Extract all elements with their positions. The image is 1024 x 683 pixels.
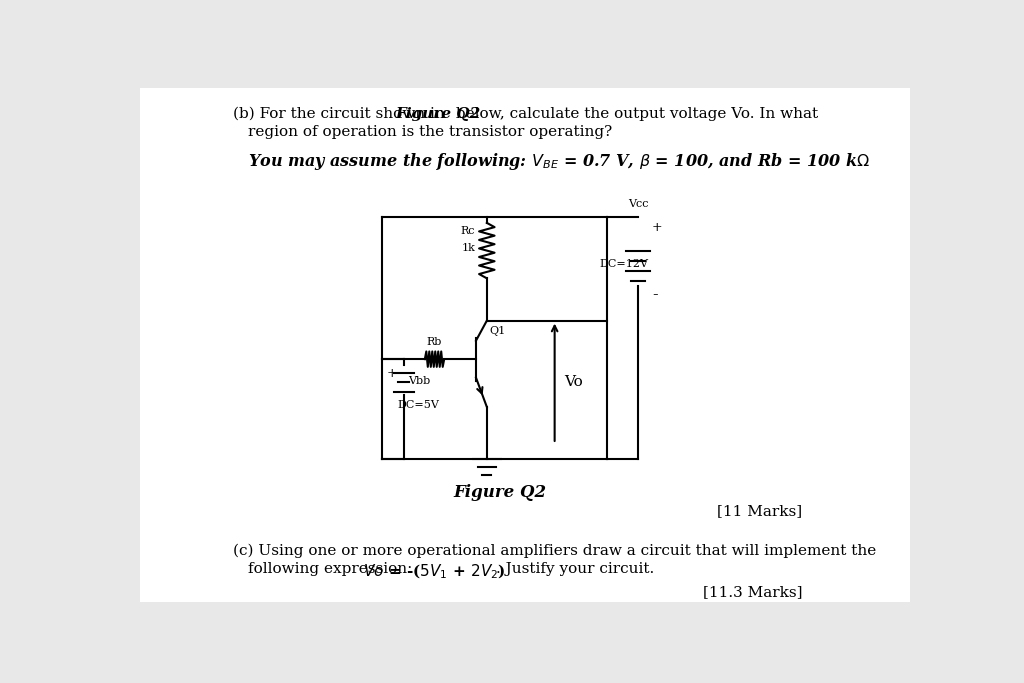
Text: Rb: Rb — [427, 337, 442, 347]
Text: (c) Using one or more operational amplifiers draw a circuit that will implement : (c) Using one or more operational amplif… — [232, 544, 876, 558]
Text: You may assume the following: $\mathit{V}_{BE}$ = 0.7 V, $\beta$ = 100, and Rb =: You may assume the following: $\mathit{V… — [248, 151, 870, 172]
Text: . Justify your circuit.: . Justify your circuit. — [496, 562, 654, 576]
Text: +: + — [387, 367, 397, 380]
Text: Figure Q2: Figure Q2 — [454, 484, 547, 501]
Text: (b) For the circuit shown in: (b) For the circuit shown in — [232, 107, 450, 121]
Text: +: + — [652, 221, 663, 234]
Text: Vbb: Vbb — [408, 376, 430, 386]
Text: Q1: Q1 — [489, 326, 506, 336]
Text: 1k: 1k — [462, 242, 475, 253]
Text: Vcc: Vcc — [628, 199, 648, 209]
Text: DC=12V: DC=12V — [599, 260, 648, 270]
Text: $\mathit{Vo}$ = -($\mathit{5V_1}$ + $\mathit{2V_2}$): $\mathit{Vo}$ = -($\mathit{5V_1}$ + $\ma… — [362, 562, 506, 581]
FancyBboxPatch shape — [139, 88, 910, 602]
Text: DC=5V: DC=5V — [397, 400, 439, 410]
Text: Vo: Vo — [564, 375, 583, 389]
Text: Rc: Rc — [461, 225, 475, 236]
Text: following expression:: following expression: — [248, 562, 418, 576]
Text: [11.3 Marks]: [11.3 Marks] — [702, 585, 802, 600]
Text: Figure Q2: Figure Q2 — [395, 107, 480, 121]
Text: -: - — [652, 286, 657, 303]
Text: region of operation is the transistor operating?: region of operation is the transistor op… — [248, 125, 612, 139]
Text: [11 Marks]: [11 Marks] — [717, 504, 802, 518]
Text: below, calculate the output voltage Vo. In what: below, calculate the output voltage Vo. … — [452, 107, 818, 121]
